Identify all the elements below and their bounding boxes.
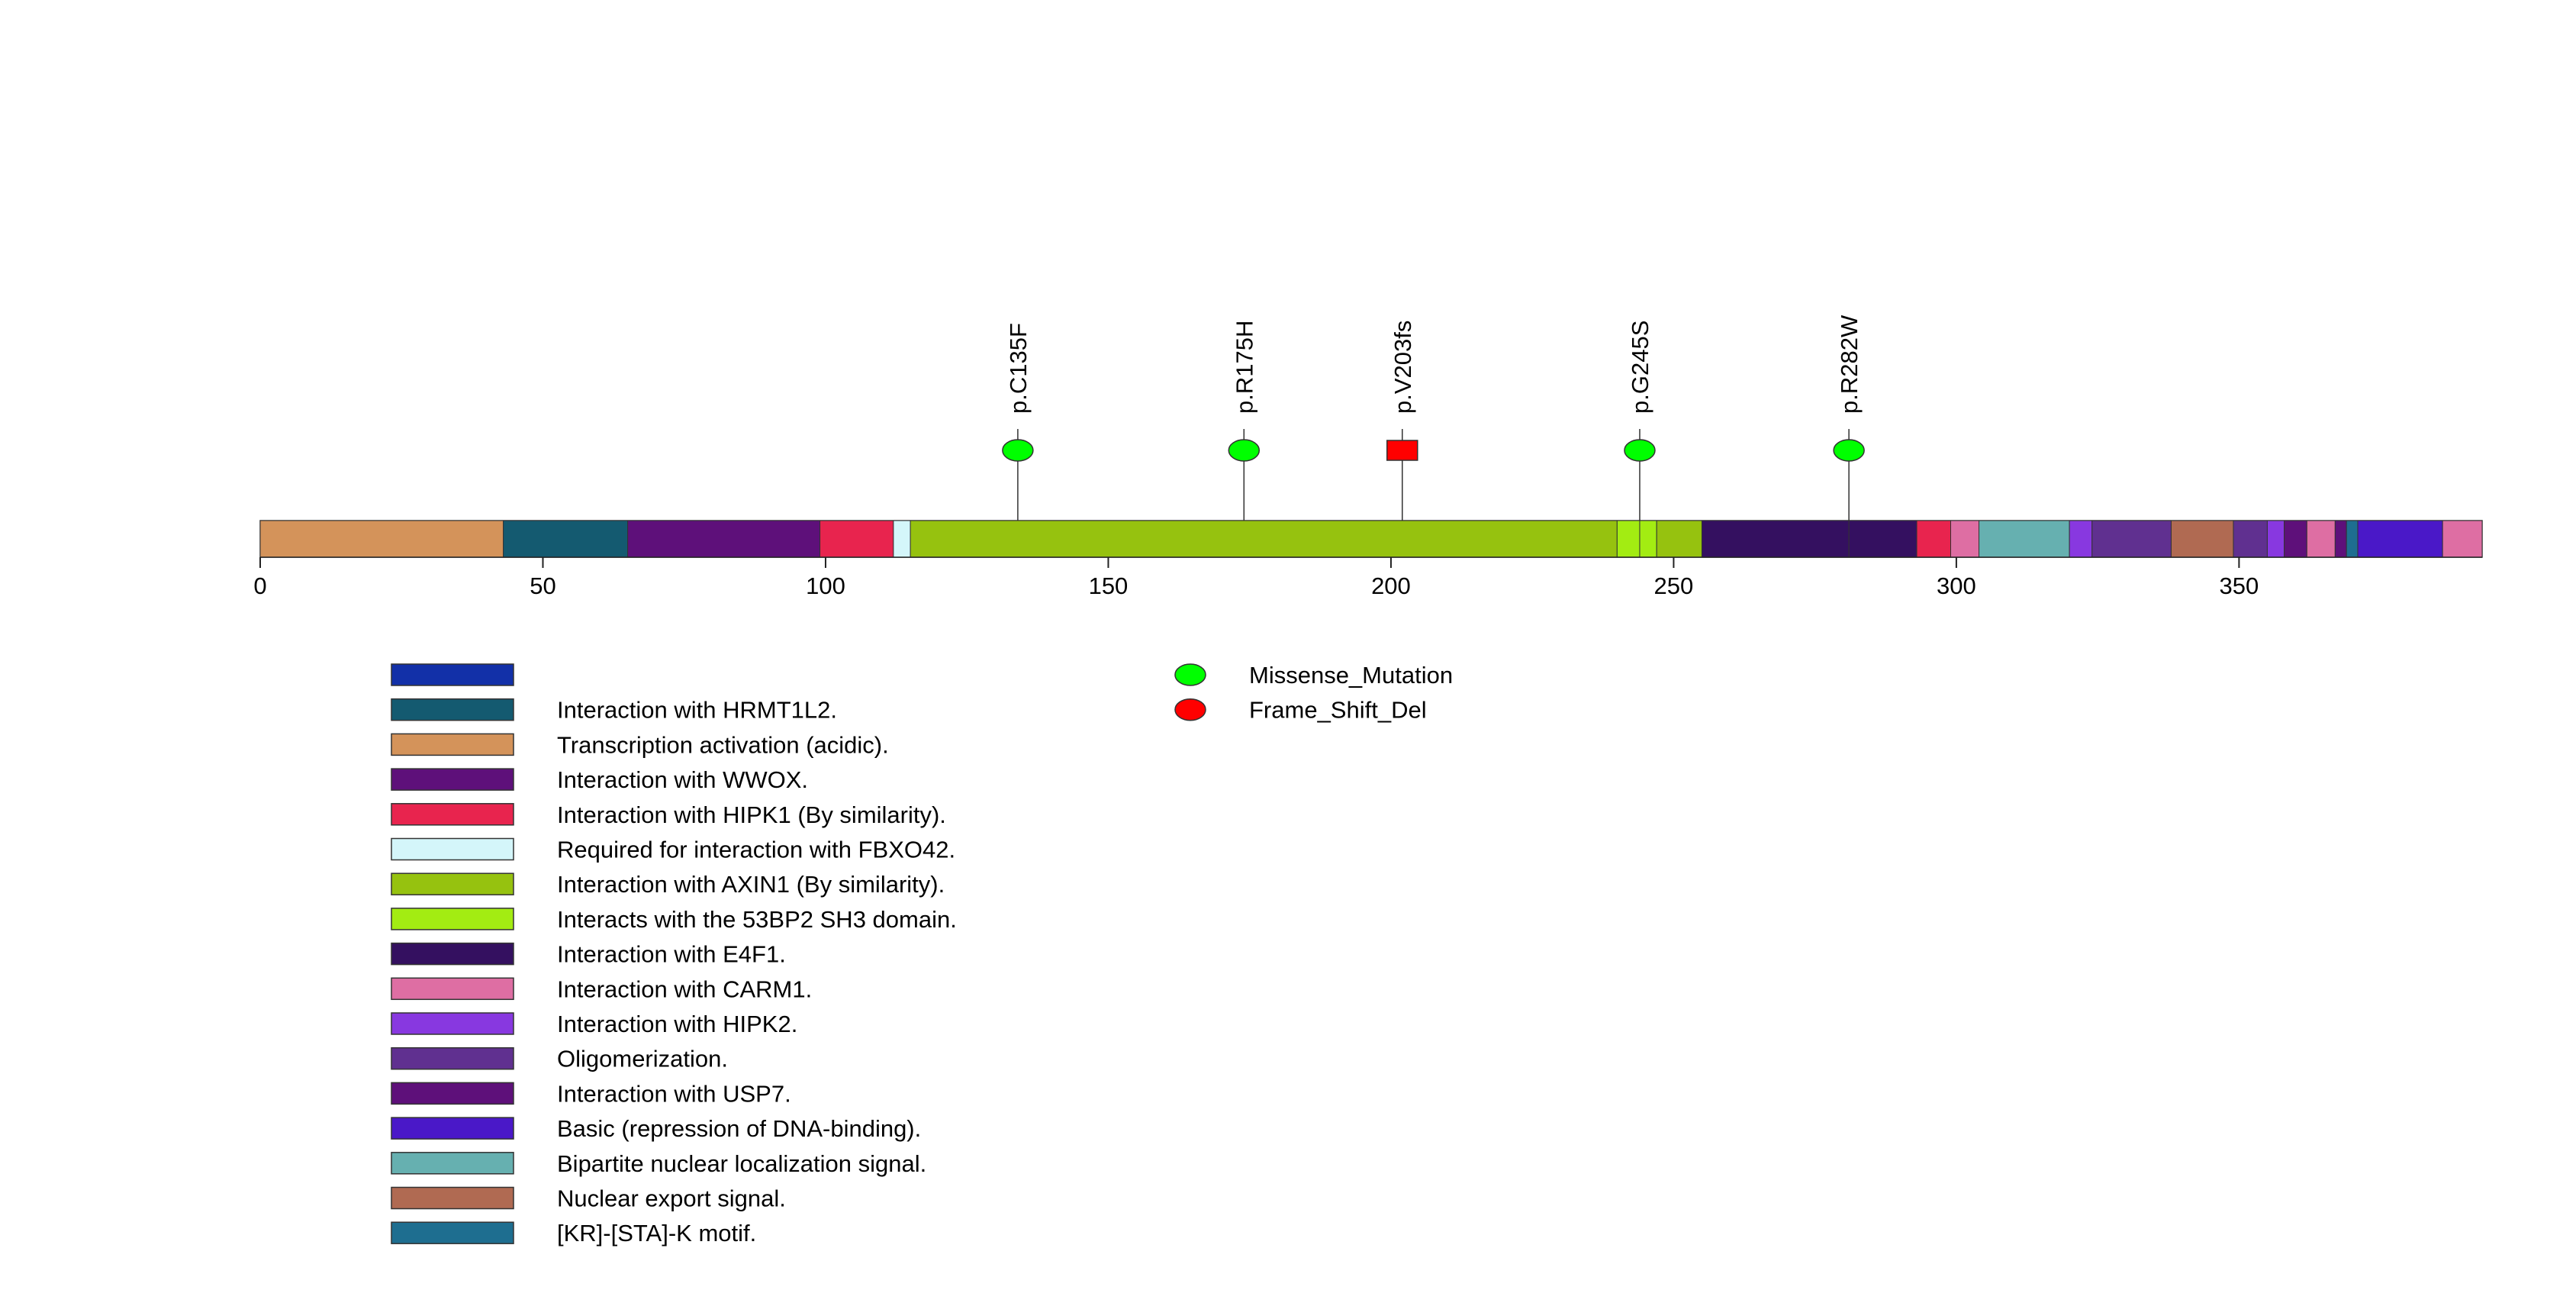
domain-segment-13 [1979,520,2070,558]
legend-swatch [391,803,514,826]
legend-swatch [391,1082,514,1105]
legend-swatch [391,1221,514,1244]
x-tick-label: 150 [1089,572,1129,599]
domain-segment-17 [2233,520,2268,558]
x-tick-label: 300 [1937,572,1976,599]
domain-segment-0 [259,520,504,558]
legend-label: Required for interaction with FBXO42. [557,837,955,863]
domain-segment-14 [2069,520,2093,558]
legend-swatch [391,977,514,1001]
legend-label: Oligomerization. [557,1046,728,1072]
legend-label: Interaction with HIPK1 (By similarity). [557,801,946,828]
legend-swatch [391,768,514,791]
legend-label: Interaction with USP7. [557,1080,791,1107]
domain-segment-16 [2170,520,2234,558]
x-tick-label: 250 [1654,572,1694,599]
mutation-legend-label: Missense_Mutation [1249,662,1453,689]
legend-swatch [391,1117,514,1140]
mutation-label: p.R282W [1836,314,1863,414]
domain-segment-7 [1639,520,1657,558]
mutation-label: p.G245S [1627,321,1653,414]
protein-domains [259,520,2483,558]
x-tick-label: 100 [806,572,845,599]
legend-label: Interaction with HIPK2. [557,1011,797,1037]
domain-segment-12 [1950,520,1980,558]
x-axis: 0 50 100 150 200 250 300 350 [253,556,2482,599]
domain-segment-24 [2442,520,2483,558]
domain-segment-10 [1848,520,1918,558]
legend-label: Bipartite nuclear localization signal. [557,1150,926,1177]
mutation-label: p.C135F [1005,323,1032,414]
domain-segment-20 [2306,520,2336,558]
legend-swatch [391,1047,514,1070]
domain-segment-18 [2266,520,2285,558]
domain-segment-3 [819,520,894,558]
legend-label: Interaction with E4F1. [557,941,786,968]
legend-swatch [391,908,514,930]
domain-segment-6 [1616,520,1641,558]
legend-swatch [391,837,514,861]
legend-label: Interaction with WWOX. [557,766,808,793]
domain-segment-1 [503,520,629,558]
mutation-label: p.V203fs [1389,321,1416,414]
legend-swatch [391,942,514,966]
legend-swatch [391,663,514,686]
missense-marker [1228,439,1261,462]
frameshift-marker [1386,440,1418,461]
x-tick-label: 350 [2220,572,2259,599]
legend-swatch [391,1186,514,1210]
domain-segment-8 [1656,520,1702,558]
mutation-legend-marker [1174,663,1206,686]
mutation-markers [1002,439,1865,462]
domain-segment-15 [2091,520,2172,558]
x-tick-label: 50 [530,572,555,599]
mutation-label: p.R175H [1231,321,1257,414]
legend-label: Nuclear export signal. [557,1185,786,1212]
legend-label: Interaction with CARM1. [557,976,812,1002]
domain-segment-22 [2346,520,2359,558]
legend-label: Interaction with HRMT1L2. [557,697,837,724]
domain-segment-23 [2357,520,2443,558]
domain-legend: Interaction with HRMT1L2. Transcription a… [391,663,957,1246]
mutation-legend-marker [1174,698,1206,721]
legend-swatch [391,1012,514,1035]
domain-segment-2 [627,520,821,558]
domain-segment-19 [2284,520,2307,558]
legend-label: Transcription activation (acidic). [557,731,889,758]
domain-segment-4 [893,520,911,558]
domain-segment-5 [910,520,1618,558]
x-tick-label: 0 [253,572,266,599]
legend-swatch [391,698,514,721]
missense-marker [1833,439,1865,462]
domain-segment-21 [2334,520,2347,558]
mutation-legend: Missense_Mutation Frame_Shift_Del [1174,662,1453,724]
legend-label: [KR]-[STA]-K motif. [557,1220,756,1246]
missense-marker [1002,439,1034,462]
legend-label: Basic (repression of DNA-binding). [557,1115,921,1142]
legend-label: Interaction with AXIN1 (By similarity). [557,871,945,898]
mutation-legend-label: Frame_Shift_Del [1249,697,1427,724]
x-tick-label: 200 [1371,572,1411,599]
missense-marker [1624,439,1656,462]
legend-swatch [391,1152,514,1175]
legend-swatch [391,733,514,756]
domain-segment-11 [1916,520,1951,558]
domain-segment-9 [1701,520,1850,558]
mutation-labels: p.C135F p.R175H p.V203fs p.G245S p.R282W [1005,314,1863,414]
legend-swatch [391,872,514,895]
legend-label: Interacts with the 53BP2 SH3 domain. [557,906,957,933]
